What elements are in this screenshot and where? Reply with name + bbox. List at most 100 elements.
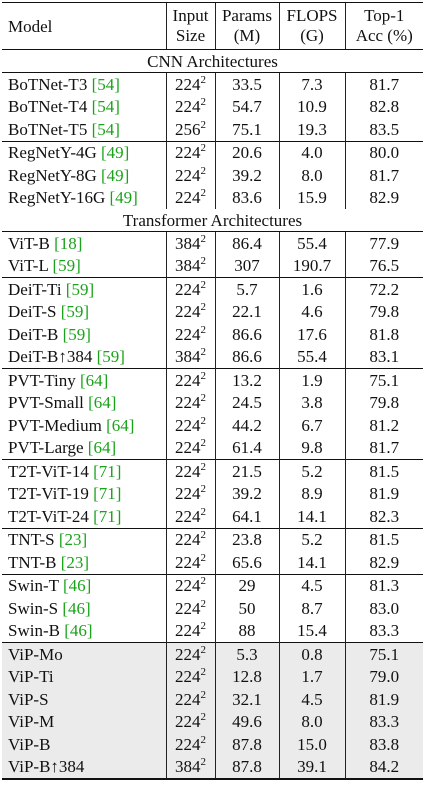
- flops-cell: 8.9: [278, 482, 345, 505]
- ours-row: ViP-Mo 2242 5.3 0.8 75.1: [2, 642, 423, 666]
- top1-acc-cell: 75.1: [344, 642, 423, 666]
- input-size-value: 224: [175, 734, 201, 754]
- input-size-value: 224: [175, 165, 201, 185]
- params-cell: 83.6: [214, 186, 279, 209]
- model-name: Swin-B: [8, 621, 65, 641]
- input-size-cell: 2242: [165, 164, 215, 187]
- model-name: ViT-B: [8, 233, 55, 253]
- input-size-value: 224: [175, 279, 201, 299]
- header-model: Model: [2, 2, 166, 50]
- flops-cell: 7.3: [278, 72, 345, 96]
- input-size-value: 224: [175, 484, 201, 504]
- model-name: T2T-ViT-14: [8, 461, 94, 481]
- citation-link: [59]: [52, 256, 81, 276]
- model-name: BoTNet-T5: [8, 119, 92, 139]
- input-size-cell: 2242: [165, 597, 215, 620]
- top1-acc-cell: 81.5: [344, 527, 423, 551]
- citation-link: [23]: [58, 530, 88, 550]
- results-table-figure: Model Input Size Params (M) FLOPS (G) Top-1…: [2, 2, 423, 780]
- flops-cell: 8.0: [278, 164, 345, 187]
- top1-acc-cell: 83.3: [344, 710, 423, 733]
- table-row: RegNetY-4G [49] 2242 20.6 4.0 80.0: [2, 140, 423, 164]
- model-name: ViP-Mo: [8, 644, 63, 664]
- params-cell: 32.1: [214, 688, 279, 711]
- input-size-cell: 2242: [165, 95, 215, 118]
- input-size-cell: 2242: [165, 459, 215, 483]
- input-size-cell: 2242: [165, 733, 215, 756]
- model-cell: Swin-T [46]: [2, 573, 166, 597]
- model-cell: TNT-S [23]: [2, 527, 166, 551]
- table-row: Swin-B [46] 2242 88 15.4 83.3: [2, 619, 423, 643]
- size-exponent: 2: [200, 483, 207, 496]
- ours-row: ViP-B↑384 3842 87.8 39.1 84.2: [2, 755, 423, 780]
- params-cell: 87.8: [214, 733, 279, 756]
- model-cell: TNT-B [23]: [2, 551, 166, 574]
- table-row: T2T-ViT-19 [71] 2242 39.2 8.9 81.9: [2, 482, 423, 506]
- input-size-cell: 2242: [165, 665, 215, 688]
- size-exponent: 2: [200, 505, 207, 518]
- model-name: TNT-B: [8, 552, 61, 572]
- model-name: ViT-L: [8, 256, 53, 276]
- model-cell: DeiT-B [59]: [2, 323, 166, 346]
- model-cell: T2T-ViT-19 [71]: [2, 483, 166, 506]
- table-row: BoTNet-T4 [54] 2242 54.7 10.9 82.8: [2, 95, 423, 118]
- size-exponent: 2: [200, 392, 207, 405]
- input-size-cell: 2242: [165, 140, 215, 164]
- model-name: PVT-Tiny: [8, 370, 80, 390]
- size-exponent: 2: [200, 666, 207, 679]
- flops-cell: 1.7: [278, 665, 345, 688]
- input-size-cell: 2242: [165, 300, 215, 323]
- top1-acc-cell: 84.2: [344, 755, 423, 780]
- flops-cell: 5.2: [278, 459, 345, 483]
- model-name: RegNetY-16G: [8, 188, 110, 208]
- citation-link: [46]: [62, 576, 92, 596]
- top1-acc-cell: 82.8: [344, 95, 423, 118]
- table-row: DeiT-B↑384 [59] 3842 86.6 55.4 83.1: [2, 345, 423, 369]
- params-cell: 86.6: [214, 323, 279, 346]
- size-exponent: 2: [200, 164, 207, 177]
- model-cell: DeiT-B↑384 [59]: [2, 346, 166, 369]
- size-exponent: 2: [200, 142, 207, 155]
- size-exponent: 2: [200, 73, 207, 86]
- input-size-value: 224: [175, 74, 201, 94]
- model-name: DeiT-Ti: [8, 279, 66, 299]
- model-name: ViP-B: [8, 734, 51, 754]
- citation-link: [64]: [88, 393, 117, 413]
- params-cell: 88: [214, 619, 279, 643]
- table-row: T2T-ViT-24 [71] 2242 64.1 14.1 82.3: [2, 505, 423, 528]
- model-cell: ViP-Mo: [2, 642, 166, 666]
- flops-cell: 15.9: [278, 186, 345, 209]
- model-name: DeiT-B↑384: [8, 347, 97, 367]
- flops-cell: 17.6: [278, 323, 345, 346]
- citation-link: [64]: [106, 415, 135, 435]
- model-cell: BoTNet-T5 [54]: [2, 118, 166, 141]
- params-cell: 86.6: [214, 345, 279, 369]
- table-row: T2T-ViT-14 [71] 2242 21.5 5.2 81.5: [2, 459, 423, 483]
- header-flops: FLOPS (G): [278, 2, 345, 50]
- size-exponent: 2: [200, 255, 207, 268]
- top1-acc-cell: 75.1: [344, 368, 423, 392]
- input-size-value: 224: [175, 143, 201, 163]
- table-row: ViT-L [59] 3842 307 190.7 76.5: [2, 254, 423, 278]
- flops-cell: 4.5: [278, 573, 345, 597]
- table-row: BoTNet-T5 [54] 2562 75.1 19.3 83.5: [2, 118, 423, 141]
- input-size-cell: 2562: [165, 118, 215, 141]
- model-cell: PVT-Medium [64]: [2, 414, 166, 437]
- model-cell: ViP-B: [2, 733, 166, 756]
- top1-acc-cell: 79.8: [344, 300, 423, 323]
- input-size-value: 224: [175, 530, 201, 550]
- table-header: Model Input Size Params (M) FLOPS (G) Top-1…: [2, 2, 423, 50]
- model-name: PVT-Medium: [8, 415, 107, 435]
- input-size-cell: 2242: [165, 505, 215, 528]
- top1-acc-cell: 83.3: [344, 619, 423, 643]
- citation-link: [54]: [91, 97, 120, 117]
- params-cell: 307: [214, 254, 279, 278]
- input-size-value: 224: [175, 324, 201, 344]
- input-size-value: 224: [175, 712, 201, 732]
- section-header-row: Transformer Architectures: [2, 209, 423, 232]
- flops-cell: 19.3: [278, 118, 345, 141]
- params-cell: 12.8: [214, 665, 279, 688]
- input-size-value: 384: [175, 757, 201, 777]
- citation-link: [49]: [101, 143, 130, 163]
- params-cell: 21.5: [214, 459, 279, 483]
